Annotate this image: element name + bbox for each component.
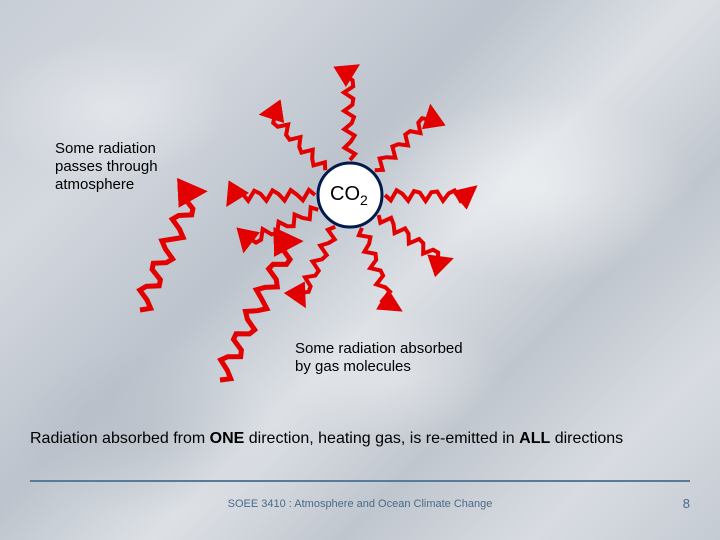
footer-divider bbox=[30, 480, 690, 482]
main-caption: Radiation absorbed from ONE direction, h… bbox=[30, 430, 623, 448]
label-passes-through: Some radiationpasses throughatmosphere bbox=[55, 140, 158, 194]
background-clouds bbox=[0, 0, 720, 540]
footer-course-text: SOEE 3410 : Atmosphere and Ocean Climate… bbox=[0, 498, 720, 510]
co2-text-main: CO bbox=[330, 183, 360, 205]
co2-molecule-label: CO2 bbox=[330, 183, 368, 208]
page-number: 8 bbox=[683, 496, 690, 511]
label-absorbed: Some radiation absorbedby gas molecules bbox=[295, 340, 463, 376]
co2-text-sub: 2 bbox=[360, 192, 368, 208]
radiation-diagram-svg bbox=[0, 0, 720, 540]
